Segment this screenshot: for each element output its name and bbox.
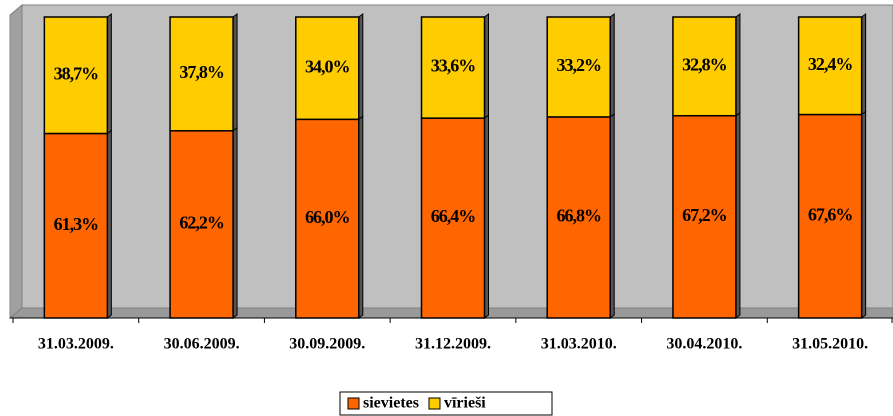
value-label: 33,6% xyxy=(431,56,476,76)
bar-segment xyxy=(169,16,234,132)
value-label: 66,4% xyxy=(431,206,476,226)
value-label: 61,3% xyxy=(54,214,99,234)
x-tick-label: 31.03.2010. xyxy=(541,336,617,353)
x-tick-label: 31.05.2010. xyxy=(792,336,868,353)
value-label: 38,7% xyxy=(54,63,99,83)
bar-segment xyxy=(43,16,109,135)
value-label: 32,8% xyxy=(682,54,727,74)
value-label: 34,0% xyxy=(305,56,350,76)
bar-segment xyxy=(43,132,109,319)
bar-segment xyxy=(672,114,737,319)
bar-segment xyxy=(420,117,486,319)
bar-segment xyxy=(295,118,360,319)
legend-swatch xyxy=(347,397,360,410)
value-label: 33,2% xyxy=(556,55,601,75)
value-label: 62,2% xyxy=(179,213,224,233)
x-tick-label: 30.06.2009. xyxy=(164,336,240,353)
value-label: 37,8% xyxy=(179,62,224,82)
x-tick-label: 31.12.2009. xyxy=(415,336,491,353)
legend-label: sievietes xyxy=(363,395,419,412)
legend-swatch xyxy=(428,397,441,410)
x-tick-label: 30.04.2010. xyxy=(666,336,742,353)
bar-segment xyxy=(546,16,611,118)
value-label: 67,2% xyxy=(682,205,727,225)
bar-segment xyxy=(420,16,486,119)
x-tick-label: 31.03.2009. xyxy=(38,336,114,353)
bar-segment xyxy=(672,16,737,117)
x-tick-label: 30.09.2009. xyxy=(289,336,365,353)
value-label: 32,4% xyxy=(808,54,853,74)
side-wall xyxy=(9,3,23,320)
value-label: 67,6% xyxy=(808,204,853,224)
bar-segment xyxy=(546,116,611,319)
bar-segment xyxy=(797,16,863,116)
bar-segment xyxy=(797,113,863,319)
legend-label: vīrieši xyxy=(444,395,486,412)
legend xyxy=(339,391,553,416)
value-label: 66,0% xyxy=(305,207,350,227)
value-label: 66,8% xyxy=(556,206,601,226)
bar-segment xyxy=(169,130,234,319)
bar-segment xyxy=(295,16,360,121)
